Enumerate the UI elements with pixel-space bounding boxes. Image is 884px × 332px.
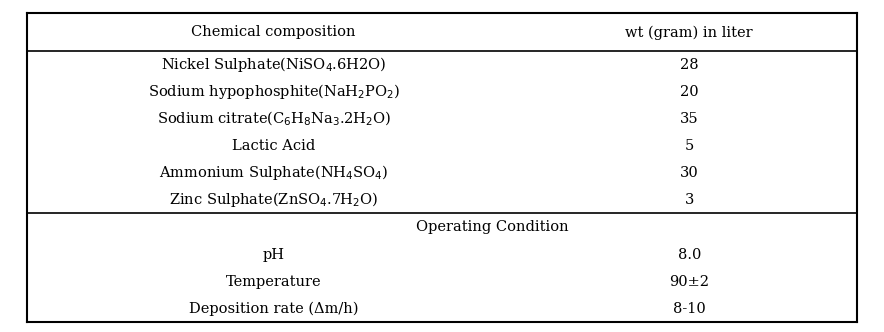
Text: wt (gram) in liter: wt (gram) in liter bbox=[625, 25, 753, 40]
Text: Deposition rate (Δm/h): Deposition rate (Δm/h) bbox=[189, 301, 359, 316]
Text: Sodium citrate(C$_6$H$_8$Na$_3$.2H$_2$O): Sodium citrate(C$_6$H$_8$Na$_3$.2H$_2$O) bbox=[156, 110, 391, 128]
Text: Chemical composition: Chemical composition bbox=[192, 25, 356, 40]
Text: Operating Condition: Operating Condition bbox=[415, 220, 568, 234]
Text: 20: 20 bbox=[680, 85, 698, 99]
Text: 28: 28 bbox=[680, 58, 698, 72]
Text: 3: 3 bbox=[684, 193, 694, 207]
Text: Temperature: Temperature bbox=[226, 275, 322, 289]
Text: pH: pH bbox=[263, 248, 285, 262]
Text: 8.0: 8.0 bbox=[677, 248, 701, 262]
Text: 5: 5 bbox=[684, 139, 694, 153]
Text: Sodium hypophosphite(NaH$_2$PO$_2$): Sodium hypophosphite(NaH$_2$PO$_2$) bbox=[148, 82, 400, 101]
Text: 35: 35 bbox=[680, 112, 698, 126]
Text: 8-10: 8-10 bbox=[673, 301, 705, 316]
Text: Nickel Sulphate(NiSO$_4$.6H2O): Nickel Sulphate(NiSO$_4$.6H2O) bbox=[161, 55, 386, 74]
Text: 30: 30 bbox=[680, 166, 698, 180]
Text: Lactic Acid: Lactic Acid bbox=[232, 139, 316, 153]
Text: 90±2: 90±2 bbox=[669, 275, 709, 289]
Text: Zinc Sulphate(ZnSO$_4$.7H$_2$O): Zinc Sulphate(ZnSO$_4$.7H$_2$O) bbox=[169, 190, 378, 209]
Text: Ammonium Sulphate(NH$_4$SO$_4$): Ammonium Sulphate(NH$_4$SO$_4$) bbox=[159, 163, 388, 182]
